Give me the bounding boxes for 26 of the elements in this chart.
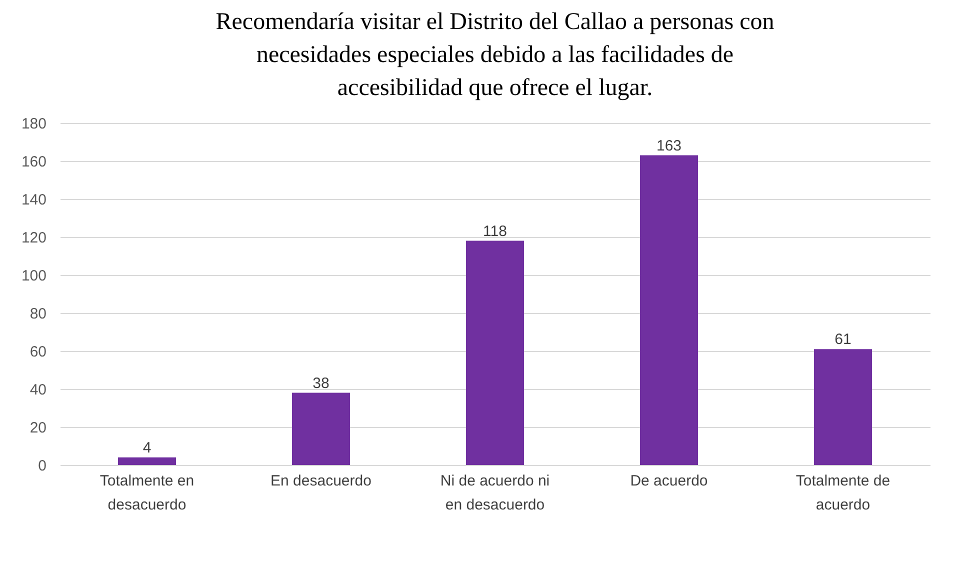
chart-title: Recomendaría visitar el Distrito del Callao a personas con necesidades especiales debido a las facilidades de accesibilidad que ofrece el lugar. (216, 9, 774, 101)
x-tick-label: En desacuerdo (270, 472, 372, 490)
data-label: 118 (483, 222, 507, 240)
y-tick-label: 60 (30, 344, 46, 360)
y-tick-label: 140 (21, 192, 46, 208)
y-tick-label: 20 (30, 420, 46, 436)
bar (292, 392, 350, 465)
y-tick-label: 180 (21, 116, 46, 132)
data-label: 61 (834, 331, 852, 348)
bar (118, 457, 176, 465)
data-label: 4 (142, 439, 152, 456)
data-label: 163 (656, 137, 682, 154)
y-tick-label: 120 (21, 230, 46, 246)
y-tick-label: 40 (30, 382, 46, 398)
bar (814, 349, 872, 465)
y-tick-label: 100 (21, 268, 46, 284)
x-tick-label: Ni de acuerdo ni en desacuerdo (440, 472, 550, 514)
x-tick-label: De acuerdo (630, 472, 708, 490)
x-tick-label: Totalmente en desacuerdo (100, 472, 194, 514)
x-tick-label: Totalmente de acuerdo (796, 472, 890, 514)
bar (640, 155, 698, 465)
y-tick-label: 160 (21, 154, 46, 170)
y-tick-label: 0 (38, 458, 46, 474)
bar (466, 240, 524, 465)
y-tick-label: 80 (30, 306, 46, 322)
data-label: 38 (312, 374, 330, 392)
